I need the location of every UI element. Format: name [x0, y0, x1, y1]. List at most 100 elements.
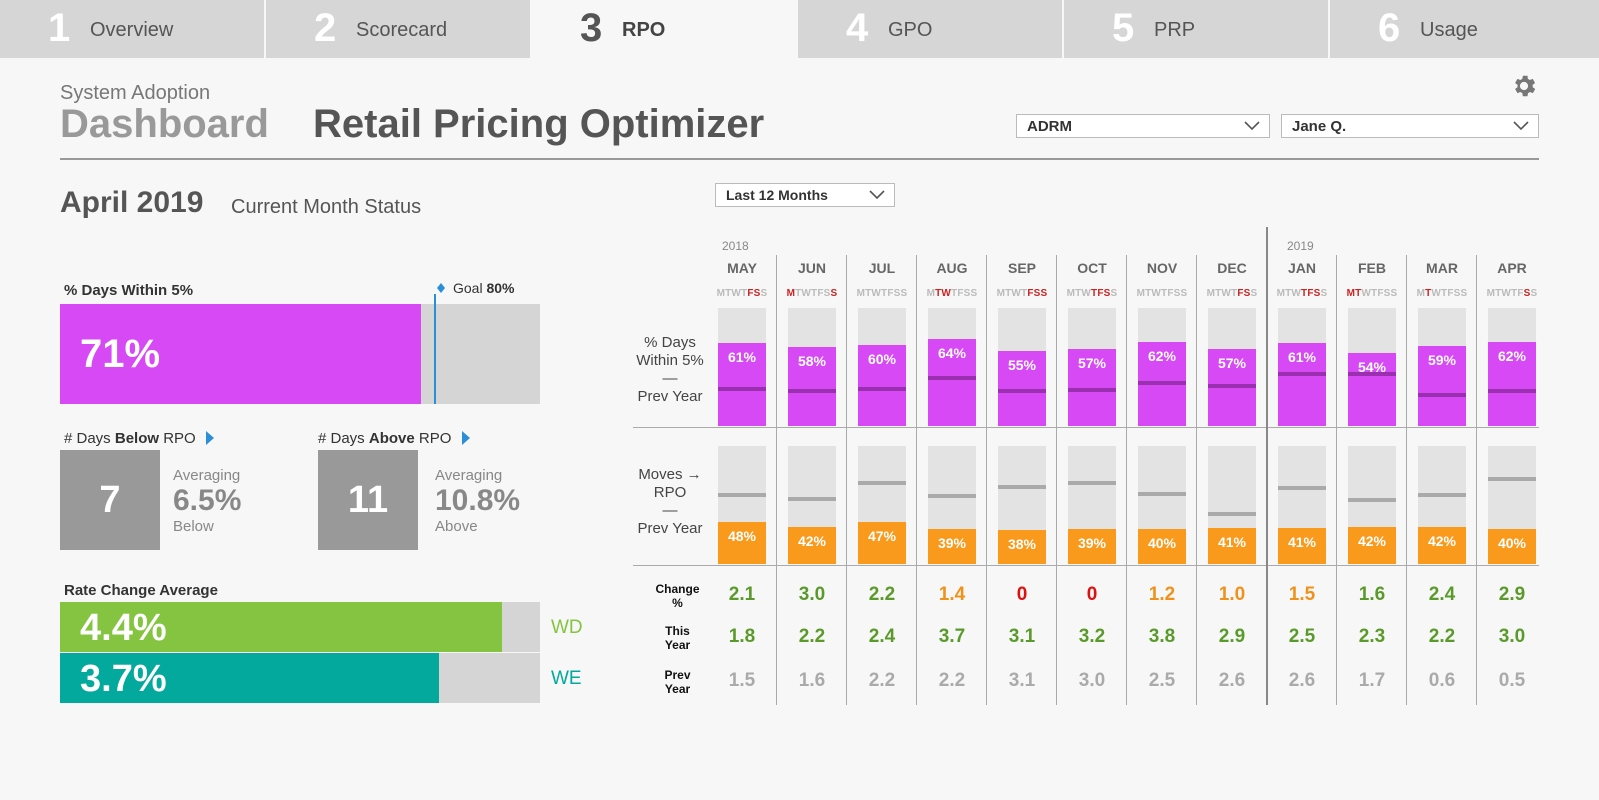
this-year: 3.1 — [1008, 626, 1036, 647]
tab-scorecard[interactable]: 2 Scorecard — [266, 0, 530, 58]
weekday-letter: S — [1110, 288, 1118, 299]
moves-prev-mark — [858, 481, 906, 485]
tab-label: Usage — [1420, 19, 1478, 41]
weekday-letter: M — [1066, 288, 1076, 299]
range-select[interactable]: Last 12 Months — [715, 183, 895, 207]
range-select-value: Last 12 Months — [726, 187, 828, 203]
org-select[interactable]: ADRM — [1016, 114, 1270, 138]
triangle-right-icon[interactable] — [206, 431, 214, 445]
weekday-letter: T — [1145, 288, 1152, 299]
num-label-change: Change% — [640, 582, 715, 610]
within-value: 58% — [797, 353, 827, 369]
weekday-letter: M — [1136, 288, 1146, 299]
weekday-letter: T — [1355, 288, 1362, 299]
moves-bar-jun — [788, 527, 836, 564]
moves-bar-apr — [1488, 529, 1536, 564]
goal-label: Goal 80% — [453, 280, 515, 296]
weekday-letter: S — [1243, 288, 1251, 299]
chevron-down-icon — [869, 190, 885, 200]
month-label-aug: AUG — [936, 260, 968, 276]
column-divider — [846, 255, 847, 705]
moves-bar-jan — [1278, 528, 1326, 564]
moves-bar-may — [718, 522, 766, 564]
prev-year: 2.6 — [1288, 670, 1316, 691]
tab-label: Overview — [90, 19, 174, 41]
tab-prp[interactable]: 5 PRP — [1064, 0, 1328, 58]
weekday-letter: M — [716, 288, 726, 299]
within-value: 61% — [1287, 349, 1317, 365]
weekday-letter: F — [1517, 288, 1524, 299]
column-divider — [986, 255, 987, 705]
weekday-letter: T — [1511, 288, 1518, 299]
tab-rpo[interactable]: 3 RPO — [532, 0, 796, 58]
days-above-label: # Days Above RPO — [318, 430, 452, 447]
num-label-line: Year — [664, 638, 691, 652]
moves-prev-mark — [1278, 486, 1326, 490]
moves-value: 41% — [1287, 534, 1317, 550]
moves-prev-mark — [1418, 493, 1466, 497]
weekday-strip: MTWTFSS — [1197, 288, 1267, 299]
weekday-letter: M — [1276, 288, 1286, 299]
moves-prev-mark — [928, 494, 976, 498]
moves-value: 41% — [1217, 534, 1247, 550]
num-label-line: Prev — [664, 668, 691, 682]
within-prev-mark — [1068, 388, 1116, 392]
within-value: 55% — [1007, 357, 1037, 373]
this-year: 2.2 — [1428, 626, 1456, 647]
prev-year: 2.5 — [1148, 670, 1176, 691]
gear-icon[interactable] — [1510, 72, 1538, 100]
weekday-letter: S — [970, 288, 978, 299]
rate-we-fill — [60, 653, 439, 703]
weekday-letter: T — [1161, 288, 1168, 299]
change-pct: 1.4 — [938, 584, 966, 605]
row-label-line: RPO — [653, 484, 687, 501]
weekday-letter: T — [1425, 288, 1432, 299]
org-select-value: ADRM — [1027, 118, 1072, 135]
weekday-letter: T — [865, 288, 872, 299]
row-label-moves: Moves → RPO — Prev Year — [626, 466, 714, 538]
month-label-jul: JUL — [868, 260, 896, 276]
tab-number: 2 — [314, 6, 337, 50]
this-year: 2.9 — [1218, 626, 1246, 647]
tab-label: PRP — [1154, 19, 1196, 41]
tab-gpo[interactable]: 4 GPO — [798, 0, 1062, 58]
weekday-letter: T — [1301, 288, 1308, 299]
moves-value: 42% — [797, 533, 827, 549]
weekday-strip: MTWTFSS — [777, 288, 847, 299]
tab-overview[interactable]: 1 Overview — [0, 0, 264, 58]
change-pct: 2.9 — [1498, 584, 1526, 605]
weekday-letter: T — [1021, 288, 1028, 299]
within-value: 54% — [1357, 359, 1387, 375]
weekday-letter: F — [1447, 288, 1454, 299]
days-within-value: 71% — [80, 332, 161, 376]
weekday-letter: S — [1453, 288, 1461, 299]
triangle-right-icon[interactable] — [462, 431, 470, 445]
header-divider — [60, 158, 1539, 160]
month-label-may: MAY — [727, 260, 757, 276]
tab-usage[interactable]: 6 Usage — [1330, 0, 1599, 58]
rate-we-tag: WE — [551, 668, 582, 689]
change-pct: 3.0 — [798, 584, 826, 605]
weekday-letter: F — [1167, 288, 1174, 299]
weekday-letter: S — [760, 288, 768, 299]
weekday-strip: MTWTFSS — [1337, 288, 1407, 299]
weekday-letter: S — [1180, 288, 1188, 299]
within-prev-mark — [1208, 384, 1256, 388]
change-pct: 0 — [1086, 584, 1098, 605]
tab-number: 3 — [580, 6, 603, 50]
this-year: 1.8 — [728, 626, 756, 647]
current-month-status: Current Month Status — [231, 196, 422, 218]
month-label-nov: NOV — [1146, 260, 1178, 276]
month-label-dec: DEC — [1217, 260, 1247, 276]
weekday-letter: S — [1250, 288, 1258, 299]
this-year: 2.5 — [1288, 626, 1316, 647]
tab-label: GPO — [888, 19, 933, 41]
moves-prev-mark — [1348, 498, 1396, 502]
weekday-strip: MTWTFSS — [917, 288, 987, 299]
weekday-letter: W — [1081, 288, 1092, 299]
weekday-letter: W — [1221, 288, 1232, 299]
user-select[interactable]: Jane Q. — [1281, 114, 1539, 138]
moves-prev-mark — [788, 497, 836, 501]
change-pct: 1.6 — [1358, 584, 1386, 605]
this-year: 3.0 — [1498, 626, 1526, 647]
